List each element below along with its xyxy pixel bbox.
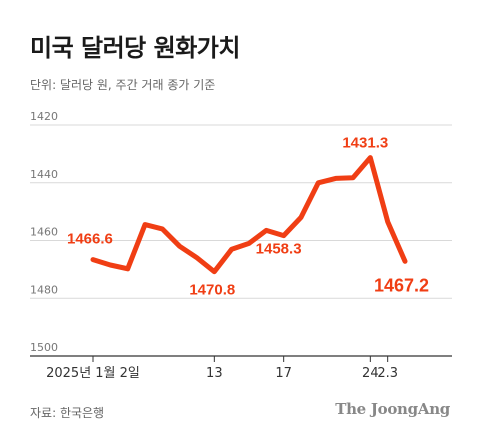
chart-subtitle: 단위: 달러당 원, 주간 거래 종가 기준 <box>30 78 216 92</box>
x-tick-label: 2.3 <box>377 366 398 381</box>
y-tick-label: 1460 <box>30 226 58 239</box>
x-tick-label: 24 <box>362 366 379 381</box>
y-tick-label: 1420 <box>30 110 58 123</box>
x-tick-label: 2025년 1월 2일 <box>46 366 140 381</box>
y-tick-label: 1480 <box>30 283 58 296</box>
data-label: 1431.3 <box>342 135 388 152</box>
y-tick-label: 1440 <box>30 168 58 181</box>
chart-title: 미국 달러당 원화가치 <box>30 34 240 62</box>
data-label: 1466.6 <box>67 231 113 248</box>
data-label: 1458.3 <box>256 241 302 258</box>
x-tick-label: 13 <box>206 366 223 381</box>
data-label: 1470.8 <box>189 282 235 299</box>
x-tick-label: 17 <box>275 366 292 381</box>
y-tick-label: 1500 <box>30 341 58 354</box>
brand-logo: The JoongAng <box>335 400 450 418</box>
series-line <box>90 155 408 275</box>
source-note: 자료: 한국은행 <box>30 406 105 420</box>
data-label: 1467.2 <box>374 275 429 295</box>
